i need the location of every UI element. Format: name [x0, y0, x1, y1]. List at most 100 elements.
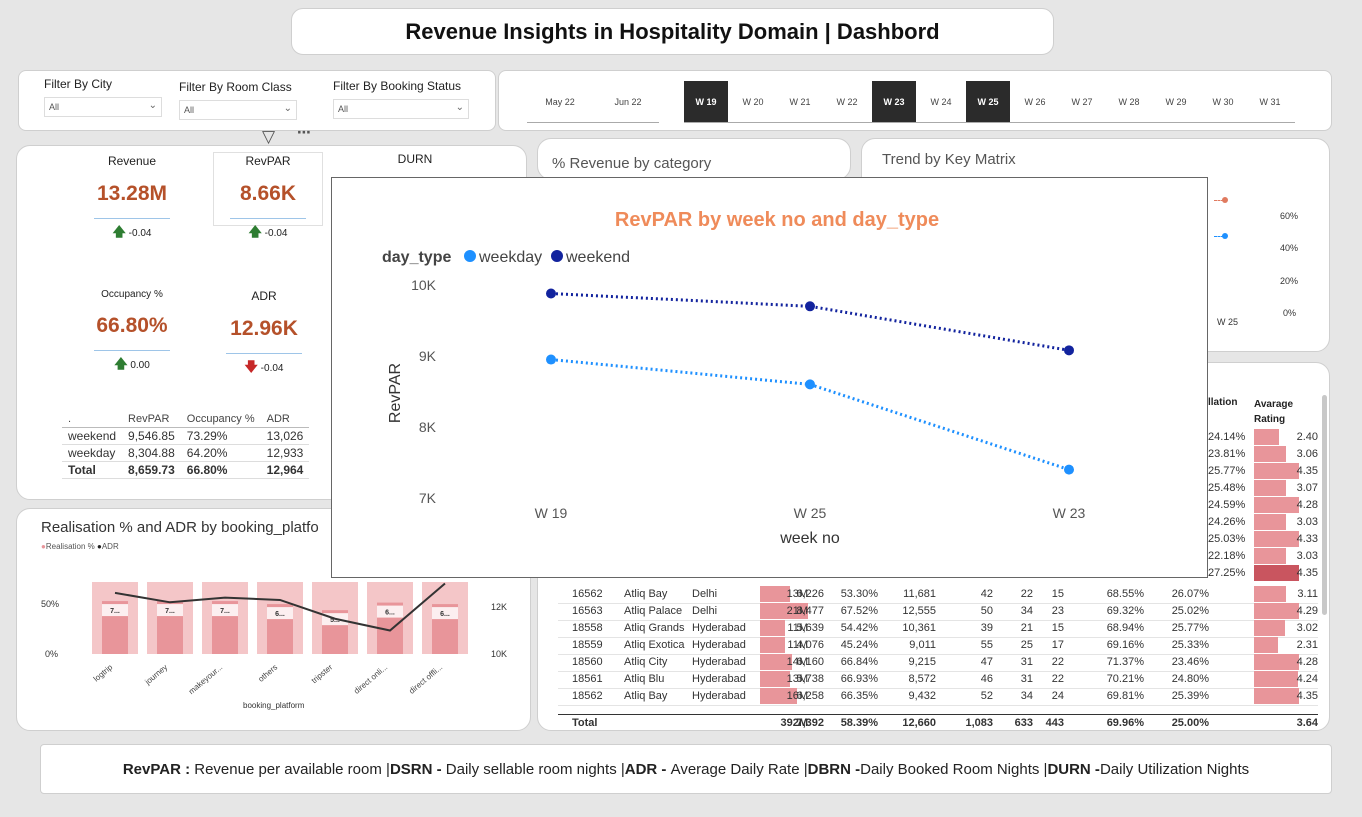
table-cell: 23 [1051, 605, 1064, 617]
x-axis-label: week no [779, 530, 840, 547]
filter-icon[interactable]: ▽ [262, 127, 276, 146]
table-cell: 25.02% [1171, 605, 1209, 617]
row-divider [558, 671, 1318, 672]
table-cell: 15 [1051, 622, 1064, 634]
table-cell: 6,226 [796, 588, 824, 600]
total-cell: 633 [1014, 717, 1033, 729]
column-header[interactable]: Occupancy % [180, 411, 261, 428]
adr-line [114, 582, 446, 632]
total-cell: 58.39% [840, 717, 878, 729]
column-header[interactable]: RevPAR [122, 411, 181, 428]
util-cell: 24.14% [1208, 431, 1246, 443]
data-label-bg [157, 604, 183, 617]
week-item[interactable]: W 28 [1118, 97, 1140, 107]
filter-booking-status-select[interactable]: All ⌄ [333, 99, 469, 119]
filter-city[interactable]: Filter By City All ⌄ [44, 77, 162, 117]
table-cell: 18560 [572, 656, 603, 668]
trend-ytick: 60% [1280, 211, 1299, 221]
week-item[interactable]: W 19 [684, 81, 728, 123]
table-cell: 10,361 [902, 622, 936, 634]
revpar-chart-popup[interactable]: RevPAR by week no and day_type day_type we… [331, 177, 1208, 578]
week-item[interactable]: W 25 [966, 81, 1010, 123]
util-cell: 25.03% [1208, 533, 1246, 545]
month-underline [527, 122, 659, 123]
week-item[interactable]: W 31 [1259, 97, 1281, 107]
table-cell: Atliq Bay [624, 588, 668, 600]
util-cell: 25.48% [1208, 482, 1246, 494]
data-point [805, 379, 815, 390]
revenue-bar [760, 688, 797, 704]
bar-data-label: 6... [440, 611, 450, 618]
chart-title: RevPAR by week no and day_type [615, 209, 939, 231]
rating-cell: 3.03 [1296, 550, 1318, 562]
table-cell: Atliq Exotica [624, 639, 685, 651]
table-cell: 13M [786, 673, 808, 685]
week-item[interactable]: W 29 [1165, 97, 1187, 107]
week-item[interactable]: W 26 [1024, 97, 1046, 107]
bar-data-label: 5... [330, 617, 340, 624]
series-line [550, 358, 1070, 472]
month-item[interactable]: Jun 22 [614, 97, 642, 107]
table-cell: 18559 [572, 639, 603, 651]
row-divider [558, 705, 1318, 706]
week-item[interactable]: W 24 [930, 97, 952, 107]
table-cell: 11M [787, 622, 808, 634]
more-options-icon[interactable]: ⋯ [297, 124, 312, 140]
vertical-scrollbar[interactable] [1322, 395, 1327, 615]
filter-room-class[interactable]: Filter By Room Class All ⌄ [179, 80, 297, 120]
kpi-occupancy: Occupancy % 66.80% 🡅 0.00 [87, 289, 177, 377]
filter-booking-status[interactable]: Filter By Booking Status All ⌄ [333, 79, 469, 119]
table-cell: 31 [1020, 673, 1033, 685]
column-header[interactable]: ADR [260, 411, 310, 428]
filter-city-select[interactable]: All ⌄ [44, 97, 162, 117]
table-cell: 24 [1051, 690, 1064, 702]
table-cell: 9,432 [908, 690, 936, 702]
table-cell: 69.81% [1106, 690, 1144, 702]
week-item[interactable]: W 21 [789, 97, 811, 107]
trend-point [1222, 233, 1228, 239]
table-cell: 22 [1051, 673, 1064, 685]
week-item[interactable]: W 23 [872, 81, 916, 123]
table-total-row: Total 8,659.73 66.80% 12,964 [62, 461, 310, 479]
table-cell: 23.46% [1171, 656, 1209, 668]
table-cell: 25.39% [1171, 690, 1209, 702]
week-item[interactable]: W 22 [836, 97, 858, 107]
rating-cell: 4.33 [1296, 533, 1318, 545]
x-tick-label: direct onli... [352, 663, 389, 696]
rating-bar [1254, 654, 1299, 670]
week-slicer: May 22 Jun 22 W 19 W 20 W 21 W 22 W 23 W 24 W 25… [498, 70, 1332, 131]
week-item[interactable]: W 27 [1071, 97, 1093, 107]
filter-room-class-label: Filter By Room Class [179, 80, 292, 94]
filters-panel: Filter By City All ⌄ Filter By Room Class… [18, 70, 496, 131]
filter-room-class-select[interactable]: All ⌄ [179, 100, 297, 120]
data-label-bg [102, 604, 128, 617]
total-cell: 69.96% [1106, 717, 1144, 729]
kpi-revenue-value: 13.28M [96, 182, 168, 205]
total-cell: 3.64 [1296, 717, 1318, 729]
util-cell: 23.81% [1208, 448, 1246, 460]
column-header[interactable]: Avarage Rating [1254, 399, 1294, 425]
table-cell: 42 [980, 588, 993, 600]
data-point [805, 301, 815, 312]
table-cell: 46 [980, 673, 993, 685]
column-header[interactable]: llation [1208, 397, 1238, 408]
kpi-revpar: RevPAR 8.66K 🡅 -0.04 [225, 154, 311, 245]
rating-bar [1254, 463, 1300, 479]
realisation-xlabel: booking_platform [243, 701, 305, 710]
rating-bar [1254, 603, 1299, 619]
table-cell: 14M [786, 656, 808, 668]
total-cell: 392M [780, 717, 808, 729]
table-cell: 68.55% [1106, 588, 1144, 600]
bar-data-label: 7... [220, 608, 230, 615]
x-tick-label: direct offli... [407, 663, 444, 696]
table-cell: 24.80% [1171, 673, 1209, 685]
legend-footer: RevPAR : Revenue per available room | DS… [40, 744, 1332, 794]
trend-line [1214, 236, 1224, 237]
table-cell: 67.52% [840, 605, 878, 617]
week-item[interactable]: W 20 [742, 97, 764, 107]
month-item[interactable]: May 22 [545, 97, 575, 107]
legend-marker [551, 250, 563, 262]
kpi-occupancy-delta: 🡅 0.00 [94, 350, 170, 377]
week-item[interactable]: W 30 [1212, 97, 1234, 107]
dashboard-title-box: Revenue Insights in Hospitality Domain |… [291, 8, 1054, 55]
